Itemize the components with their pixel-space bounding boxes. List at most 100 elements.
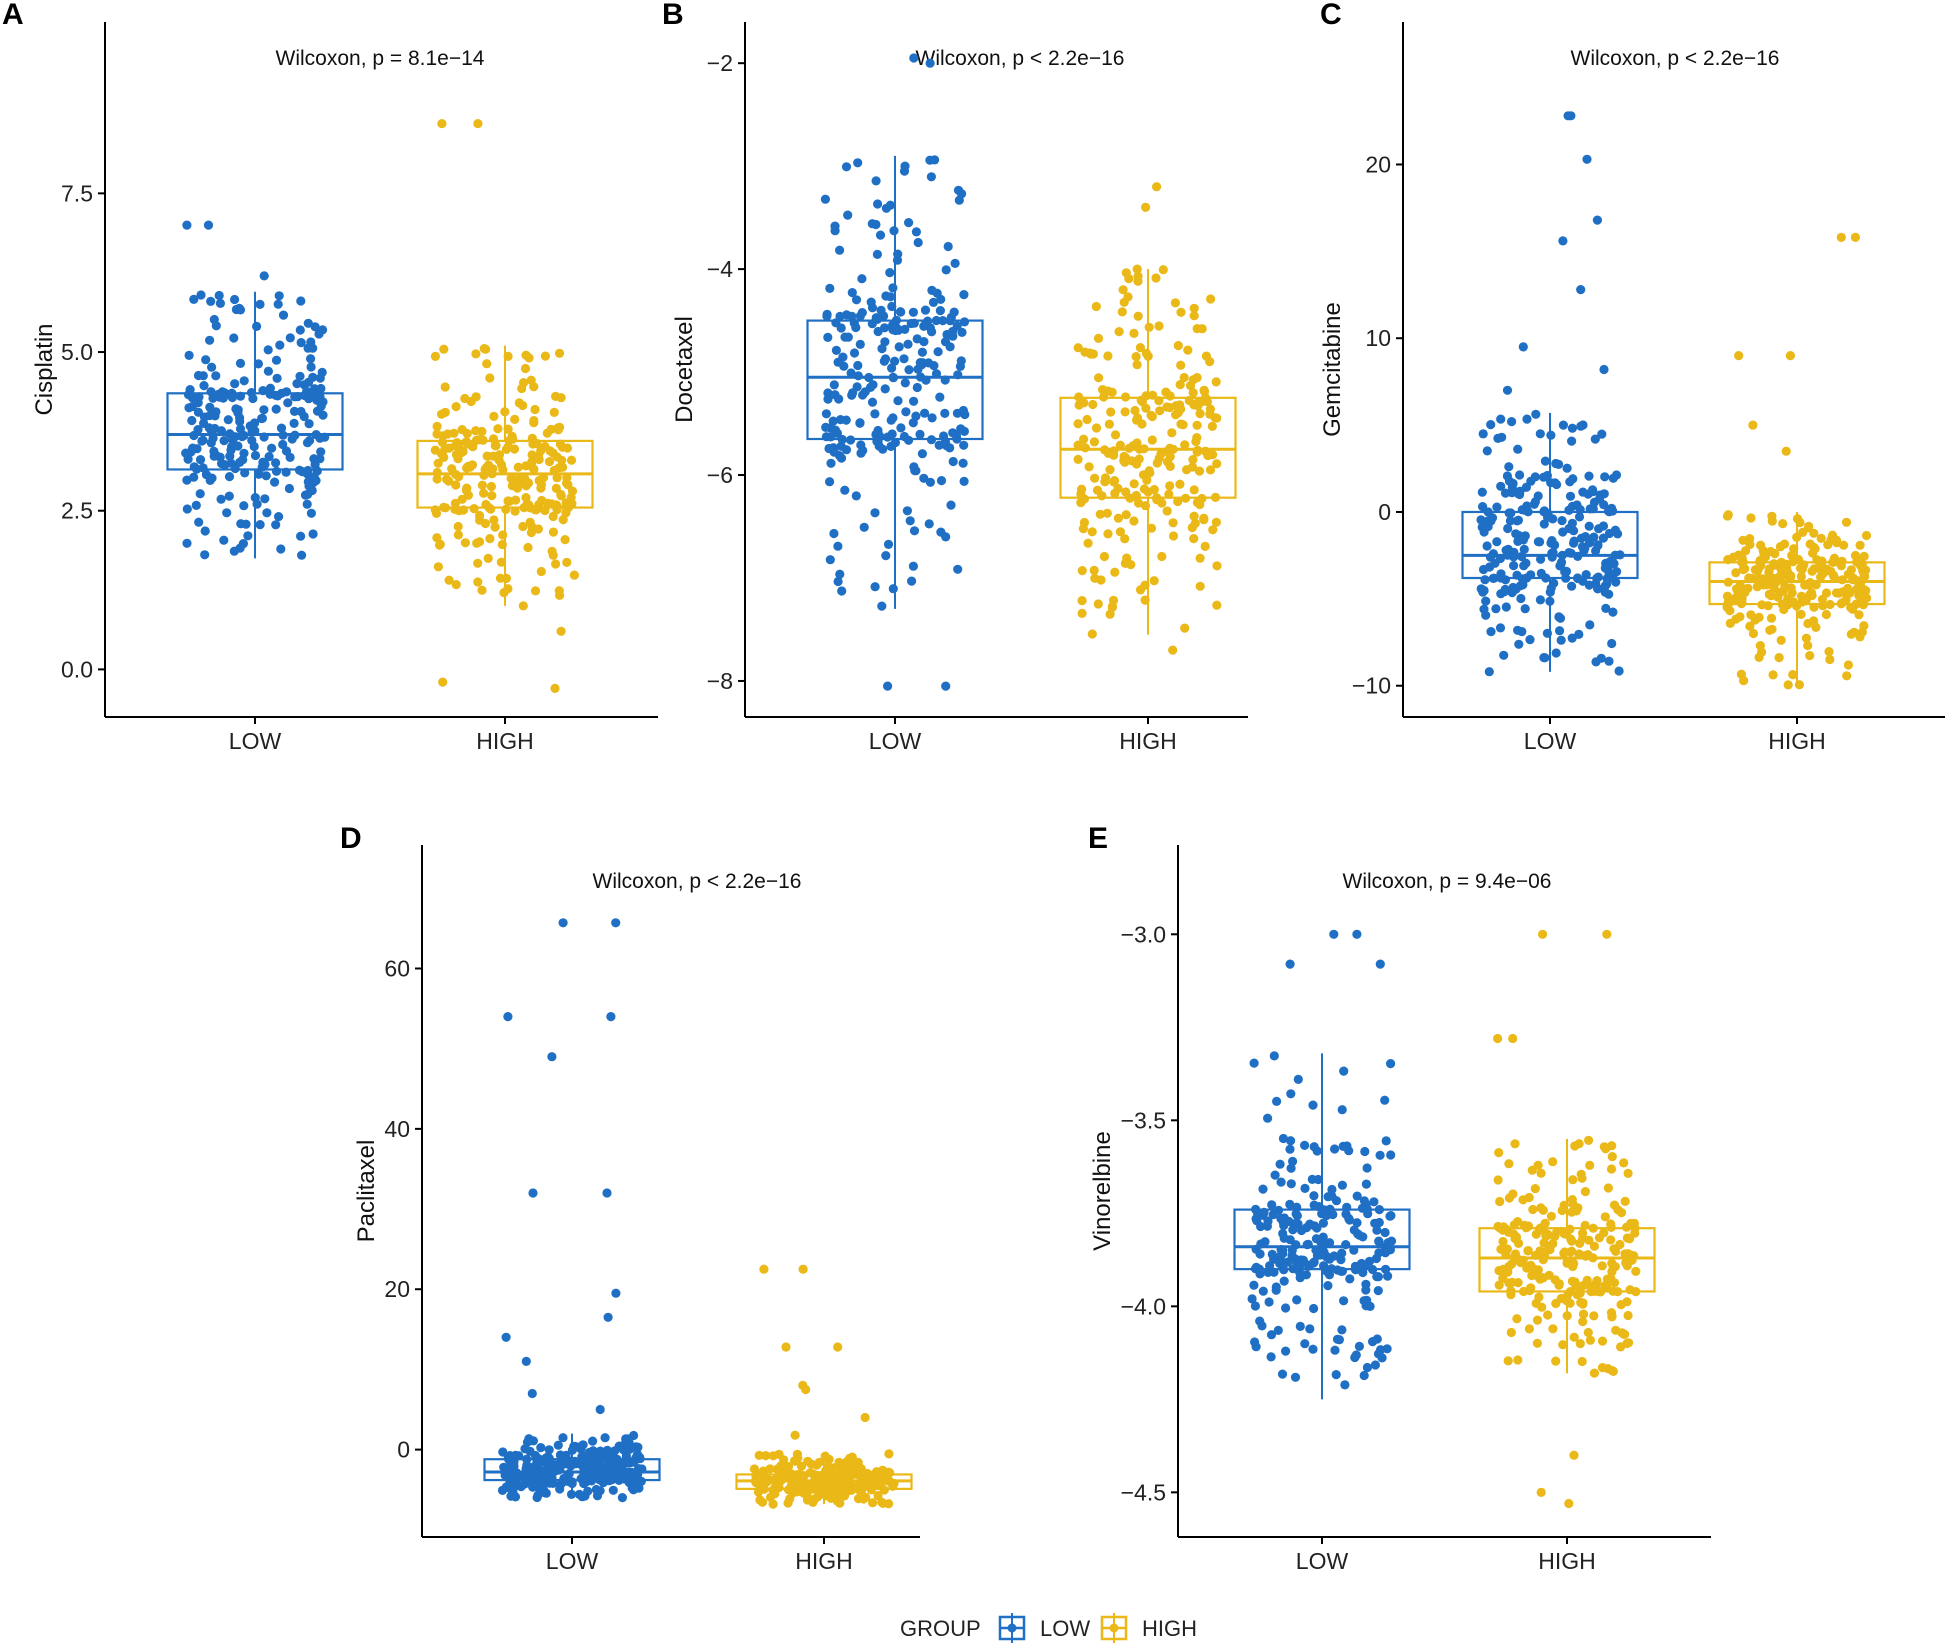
data-point — [1805, 651, 1815, 661]
data-point — [1573, 1203, 1583, 1213]
data-point — [1508, 1033, 1518, 1044]
data-point — [1188, 388, 1198, 398]
data-point — [536, 479, 547, 490]
data-point — [1308, 1344, 1318, 1354]
data-point — [248, 393, 258, 404]
data-point — [283, 398, 293, 408]
data-point — [1267, 1200, 1277, 1210]
data-point — [1796, 571, 1806, 582]
data-point — [271, 458, 281, 468]
data-point — [1118, 285, 1128, 295]
data-point — [1843, 569, 1853, 579]
data-point — [518, 521, 528, 532]
data-point — [460, 538, 470, 548]
data-point — [1089, 565, 1099, 576]
data-point — [1211, 377, 1221, 387]
data-point — [1518, 1195, 1528, 1205]
data-point — [257, 413, 267, 423]
data-point — [846, 368, 856, 378]
data-point — [1567, 436, 1577, 446]
data-point — [1809, 616, 1819, 626]
data-point — [1271, 1285, 1281, 1295]
data-point — [1286, 1179, 1296, 1189]
data-point — [194, 517, 204, 527]
data-point — [1842, 671, 1852, 681]
wilcoxon-label: Wilcoxon, p < 2.2e−16 — [593, 870, 802, 893]
data-point — [823, 332, 833, 342]
data-point — [259, 405, 269, 415]
data-point — [1477, 522, 1487, 532]
data-point — [181, 448, 191, 458]
data-point — [1170, 298, 1180, 308]
data-point — [503, 424, 513, 434]
data-point — [1596, 653, 1606, 663]
data-point — [555, 422, 565, 432]
x-tick-label: LOW — [1524, 728, 1577, 754]
data-point — [1199, 386, 1210, 397]
data-point — [465, 462, 475, 472]
data-point — [836, 453, 847, 463]
data-point — [885, 268, 895, 278]
series-high: HIGH — [1708, 232, 1886, 754]
data-point — [1734, 351, 1744, 361]
data-point — [254, 469, 264, 479]
data-point — [1506, 1327, 1516, 1338]
data-point — [1528, 1204, 1538, 1215]
data-point — [1574, 629, 1584, 640]
data-point — [1099, 551, 1109, 562]
data-point — [1269, 1051, 1279, 1061]
data-point — [1556, 557, 1567, 567]
data-point — [840, 485, 850, 495]
data-point — [1087, 629, 1097, 639]
data-point — [1535, 595, 1545, 605]
data-point — [1140, 595, 1150, 605]
data-point — [1500, 488, 1511, 498]
data-point — [443, 429, 453, 439]
data-point — [263, 345, 273, 355]
data-point — [904, 435, 914, 445]
data-point — [1183, 345, 1193, 355]
data-point — [1517, 627, 1527, 637]
data-point — [1769, 583, 1779, 593]
data-point — [1192, 433, 1202, 443]
data-point — [1130, 405, 1140, 416]
data-point — [1854, 610, 1864, 620]
data-point — [1589, 1311, 1599, 1321]
data-point — [859, 522, 869, 532]
data-point — [272, 373, 282, 383]
data-point — [1286, 1163, 1296, 1173]
data-point — [1383, 1271, 1393, 1281]
data-point — [274, 511, 284, 522]
data-point — [610, 1446, 620, 1456]
data-point — [1503, 1267, 1513, 1277]
data-point — [1855, 632, 1865, 642]
data-point — [239, 376, 249, 386]
data-point — [182, 220, 192, 230]
data-point — [617, 1493, 628, 1503]
data-point — [790, 1430, 800, 1440]
data-point — [1476, 515, 1486, 525]
data-point — [765, 1464, 775, 1474]
data-point — [1592, 215, 1602, 225]
data-point — [913, 237, 923, 248]
data-point — [510, 1450, 521, 1460]
data-point — [1767, 511, 1777, 521]
data-point — [953, 564, 963, 574]
data-point — [1545, 596, 1555, 606]
data-point — [1562, 1296, 1572, 1306]
data-point — [935, 392, 945, 402]
data-point — [1277, 1369, 1288, 1379]
box-iqr — [1478, 1227, 1656, 1293]
data-point — [1133, 498, 1144, 508]
data-point — [1173, 496, 1183, 507]
data-point — [1380, 1227, 1390, 1238]
data-point — [521, 493, 531, 503]
data-point — [271, 520, 281, 530]
data-point — [880, 323, 890, 333]
data-point — [826, 1493, 836, 1503]
data-point — [1078, 524, 1088, 534]
data-point — [545, 446, 555, 456]
data-point — [1105, 465, 1115, 475]
data-point — [1585, 1335, 1595, 1345]
data-point — [1600, 1212, 1610, 1222]
